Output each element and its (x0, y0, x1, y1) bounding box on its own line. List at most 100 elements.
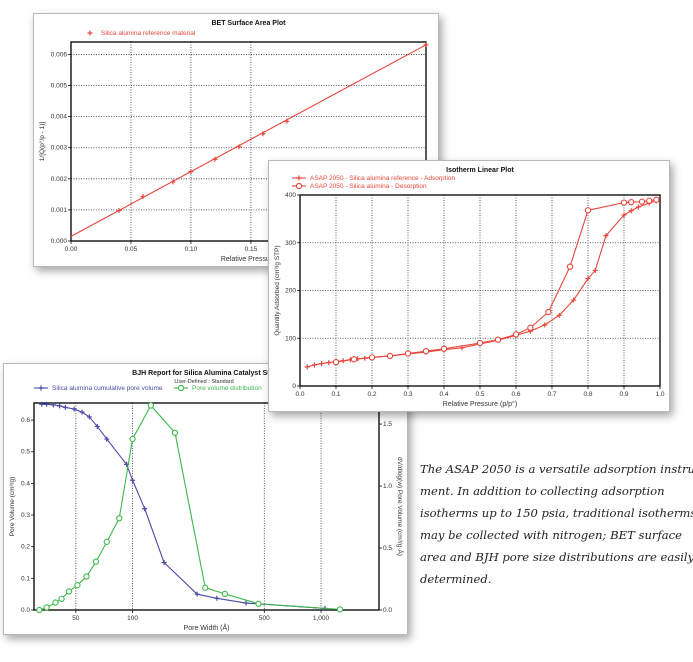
data-point-plus (104, 436, 110, 442)
legend-label: Silica alumina reference material (101, 30, 196, 37)
y-tick-label: 0.004 (51, 114, 68, 121)
data-point-circle (74, 582, 81, 589)
isotherm-linear-plot: Isotherm Linear Plot 0.0 0.1 0.2 0.3 0.4 0.5 0.… (268, 160, 670, 412)
data-point-circle (646, 197, 653, 204)
y-tick-label: 0.6 (21, 417, 30, 424)
x-tick-label: 0.5 (475, 391, 484, 398)
x-tick-label: 0.00 (65, 246, 78, 253)
data-point-plus (621, 212, 627, 218)
data-point-plus (170, 179, 176, 185)
data-point-circle (440, 345, 448, 352)
plot-frame (33, 402, 380, 611)
x-tick-label: 0.2 (367, 391, 376, 398)
isotherm-chart-svg: Isotherm Linear Plot 0.0 0.1 0.2 0.3 0.4 0.5 0.… (274, 167, 665, 408)
data-point-plus (142, 506, 148, 512)
x-tick-label: 1,000 (313, 615, 330, 622)
series-1 (36, 402, 344, 614)
data-point-circle (527, 324, 534, 331)
data-point-circle (476, 339, 484, 347)
x-tick-label: 0.10 (185, 246, 198, 253)
data-point-plus (140, 194, 146, 200)
data-point-plus (57, 403, 63, 409)
y-tick-label: 0.006 (51, 51, 68, 58)
x-tick-label: 0.6 (511, 391, 520, 398)
caption: The ASAP 2050 is a versatile adsorption … (420, 458, 693, 590)
data-point-circle (336, 606, 344, 613)
series-line (39, 404, 340, 611)
data-point-circle (332, 358, 340, 366)
series-1 (332, 196, 660, 366)
y-right-tick-label: 1.5 (383, 421, 392, 428)
y-tick-label: 100 (285, 335, 296, 342)
data-point-circle (368, 354, 376, 361)
data-point-plus (214, 595, 220, 601)
bet-surface-area-plot: BET Surface Area Plot 0.00 0.05 0.10 0.15 0.0… (33, 13, 439, 267)
data-point-plus (635, 204, 641, 210)
data-point-plus (39, 401, 45, 407)
data-point-plus (585, 276, 591, 282)
data-point-plus (326, 360, 332, 366)
data-point-plus (116, 208, 122, 214)
y-tick-label: 0.2 (21, 544, 30, 551)
x-axis-label: Pore Width (Å) (184, 623, 230, 632)
x-tick-label: 50 (72, 615, 80, 622)
data-point-circle (638, 198, 646, 205)
x-tick-label: 0.9 (619, 391, 628, 398)
x-tick-label: 0.4 (439, 391, 448, 398)
data-point-circle (58, 595, 65, 602)
x-tick-label: 0.05 (125, 246, 138, 253)
x-tick-label: 0.3 (403, 391, 412, 398)
chart-title: BJH Report for Silica Alumina Catalyst S… (132, 370, 276, 377)
data-point-circle (177, 384, 185, 392)
caption-line: area and BJH pore size distributions are… (420, 550, 693, 564)
data-point-plus (243, 600, 249, 606)
x-tick-label: 500 (259, 615, 270, 622)
data-point-circle (221, 590, 229, 598)
y-tick-label: 0.0 (21, 607, 30, 614)
data-point-circle (295, 182, 303, 190)
bjh-chart-svg: BJH Report for Silica Alumina Catalyst S… (9, 370, 405, 632)
series-0 (39, 401, 328, 611)
y-tick-label: 0.3 (21, 512, 30, 519)
data-point-circle (566, 263, 574, 270)
y-tick-label: 0.005 (51, 83, 68, 90)
data-point-plus (311, 362, 317, 368)
legend-item: Pore volume distribution (174, 384, 262, 392)
y-tick-label: 0.1 (21, 575, 30, 582)
data-point-circle (628, 199, 635, 206)
x-tick-label: 0.0 (295, 391, 304, 398)
y-tick-label: 0.5 (21, 449, 30, 456)
data-point-circle (43, 604, 50, 611)
data-point-circle (65, 588, 73, 595)
legend-label: ASAP 2050 - Silica alumina reference - A… (310, 175, 456, 182)
data-point-circle (350, 356, 358, 363)
data-point-circle (494, 336, 502, 343)
y-tick-label: 0 (292, 383, 296, 390)
data-point-plus (94, 423, 100, 429)
data-point-plus (304, 364, 310, 370)
series-line (70, 44, 427, 237)
data-point-circle (92, 558, 100, 565)
x-tick-label: 0.8 (583, 391, 592, 398)
y-tick-label: 0.002 (51, 176, 68, 183)
data-point-circle (129, 435, 136, 443)
data-point-circle (512, 331, 520, 338)
x-tick-label: 0.7 (547, 391, 556, 398)
x-tick-label: 0.15 (245, 246, 258, 253)
y-tick-label: 0.000 (51, 238, 68, 245)
series-0 (70, 42, 429, 237)
data-point-plus (319, 361, 325, 367)
data-point-plus (628, 208, 634, 214)
x-axis-label: Relative Pressure (p/p°) (443, 400, 517, 408)
legend-label: Silica alumina cumulative pore volume (52, 385, 163, 392)
plot-frame (70, 41, 427, 242)
data-point-circle (404, 350, 412, 357)
caption-line: determined. (420, 572, 492, 586)
y-tick-label: 400 (285, 192, 296, 199)
data-point-circle (171, 429, 179, 436)
data-point-plus (188, 169, 194, 175)
y-tick-label: 0.003 (51, 145, 68, 152)
legend-label: Pore volume distribution (192, 385, 262, 392)
y-tick-label: 200 (285, 288, 296, 295)
data-point-circle (620, 199, 628, 206)
